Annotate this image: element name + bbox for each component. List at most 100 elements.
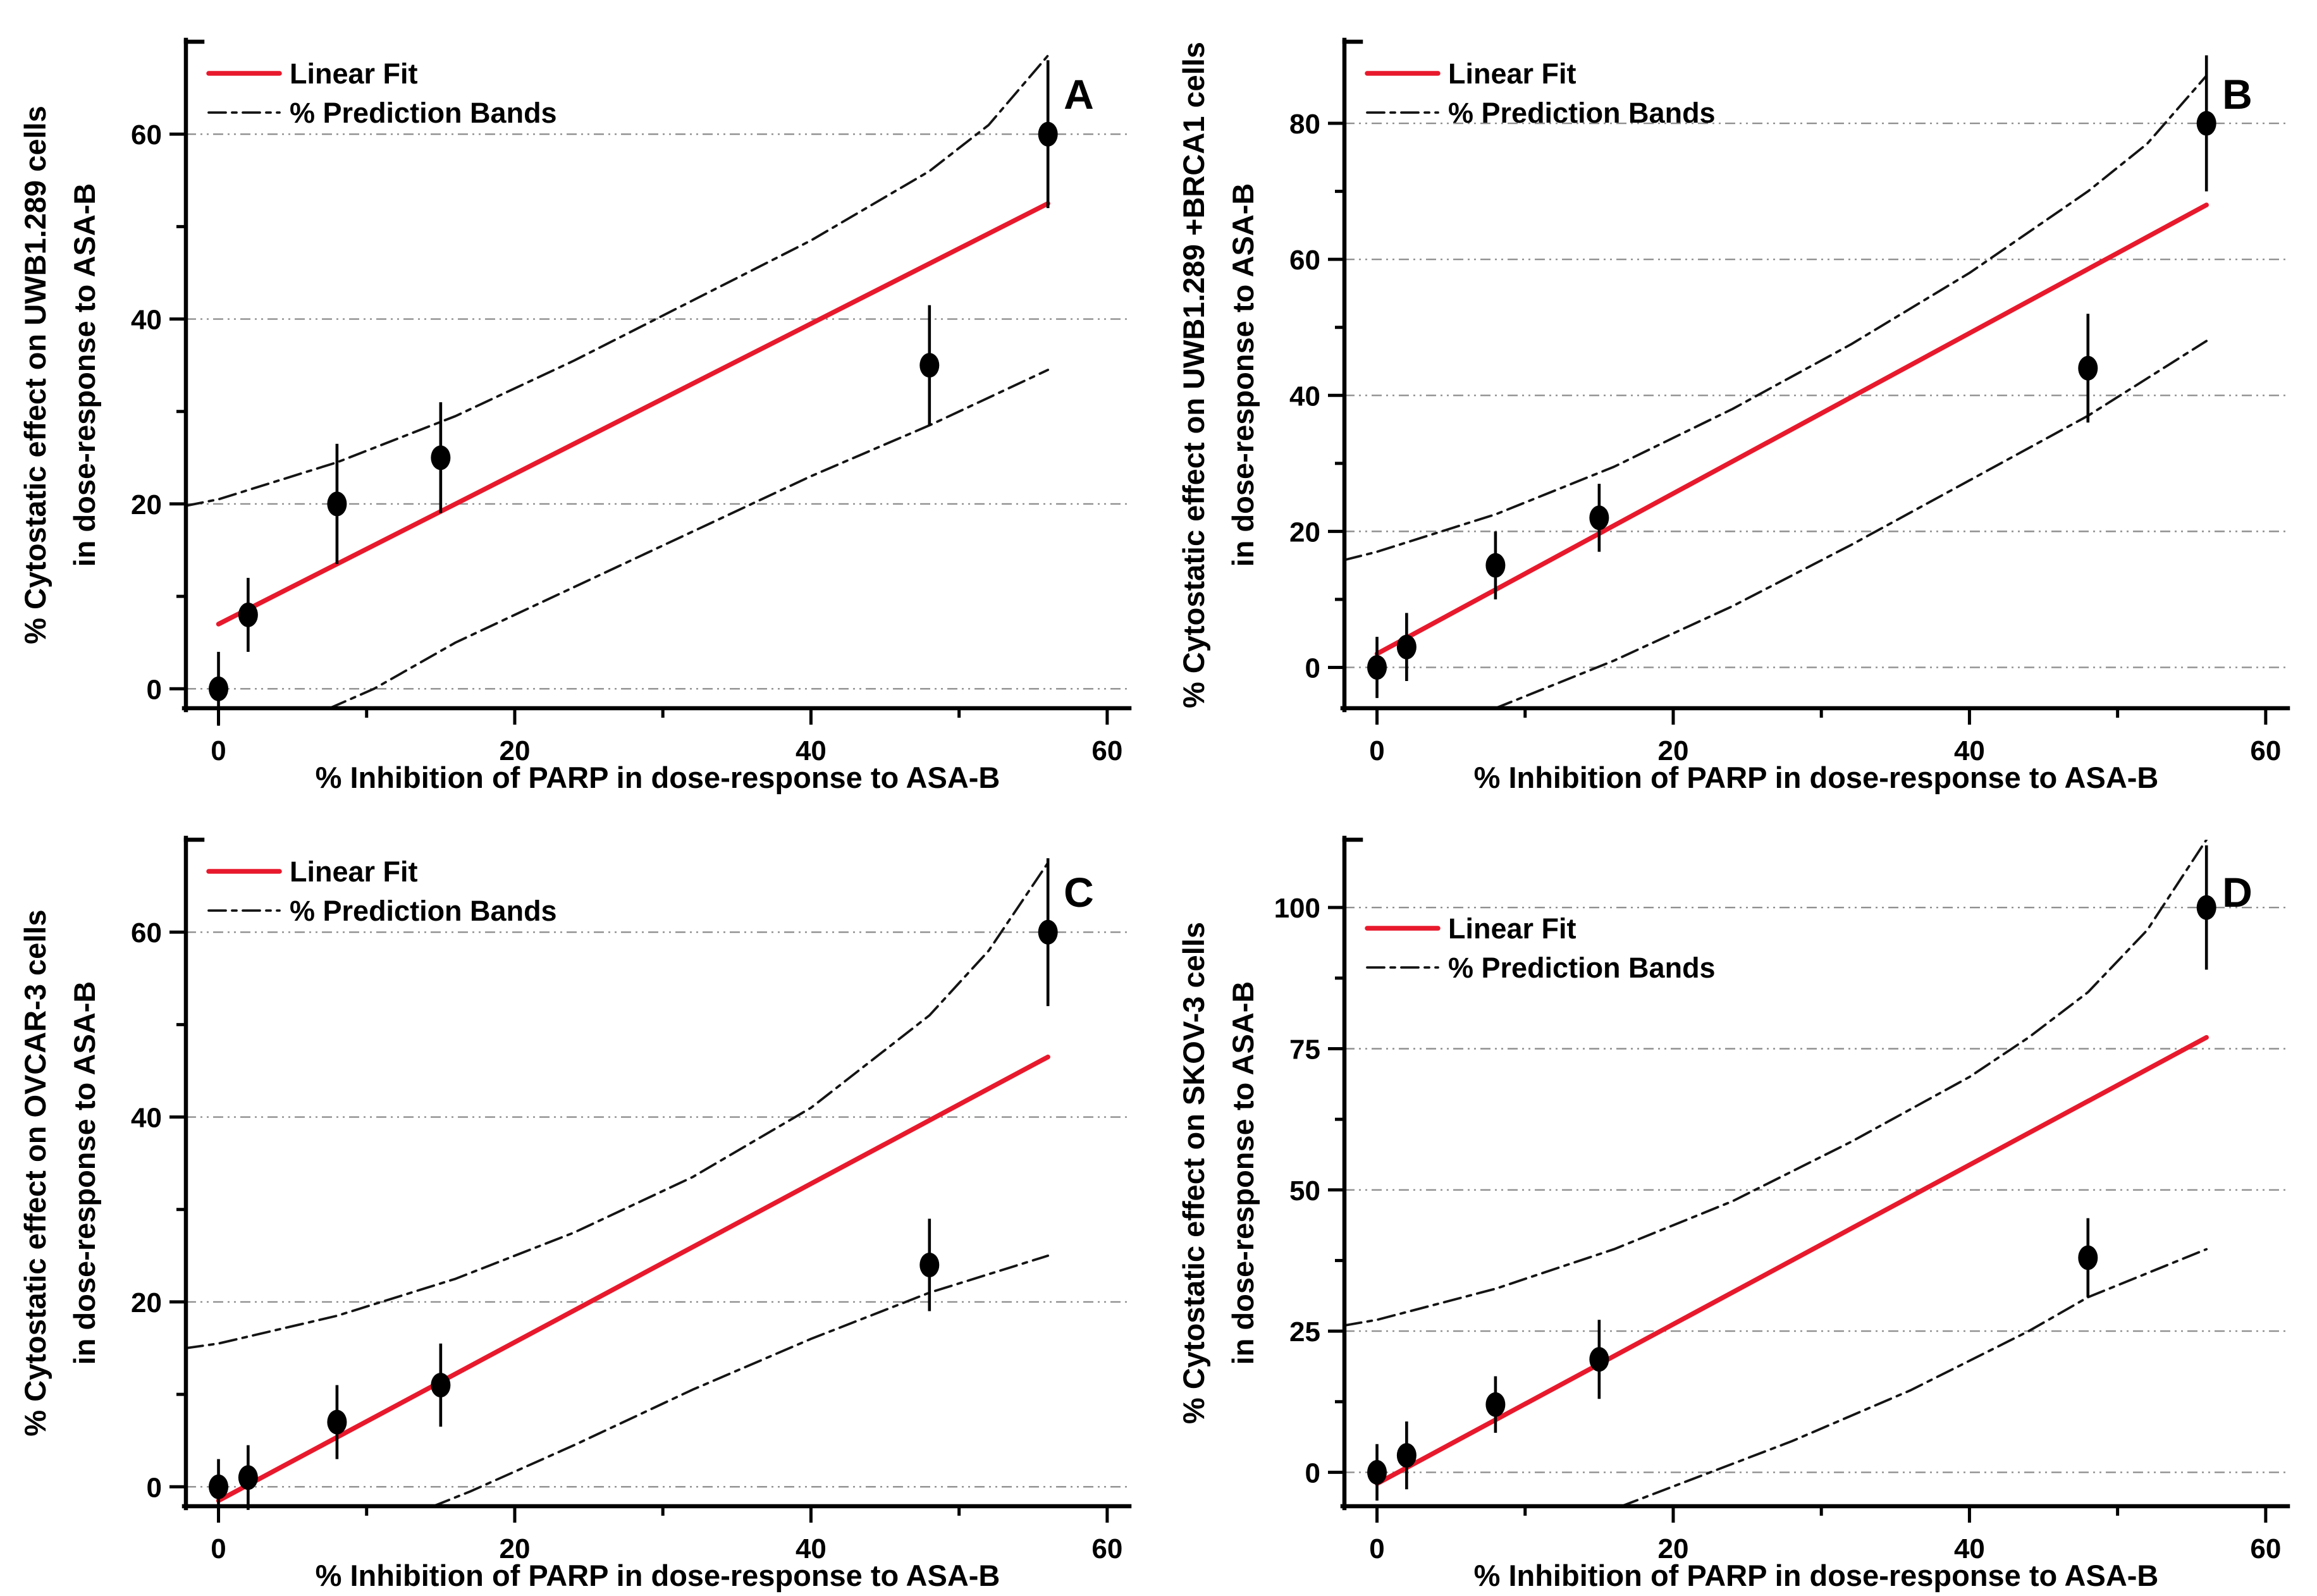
data-point bbox=[1367, 654, 1387, 680]
y-axis-label-line1: % Cytostatic effect on SKOV-3 cells bbox=[1177, 922, 1210, 1424]
data-point bbox=[1589, 505, 1609, 531]
data-point bbox=[431, 1372, 451, 1397]
data-point bbox=[1589, 1347, 1609, 1372]
panel-background bbox=[1158, 0, 2317, 798]
y-tick-label: 60 bbox=[131, 120, 162, 150]
data-point bbox=[1038, 919, 1058, 945]
y-axis-label-line2: in dose-response to ASA-B bbox=[68, 981, 101, 1365]
x-axis-label: % Inhibition of PARP in dose-response to… bbox=[316, 761, 1000, 794]
plot-area bbox=[1344, 840, 2209, 1506]
y-tick-label: 40 bbox=[131, 1103, 162, 1134]
data-point bbox=[431, 445, 451, 470]
y-tick-label: 60 bbox=[1289, 245, 1320, 276]
y-tick-label: 0 bbox=[147, 1472, 162, 1503]
x-tick-label: 20 bbox=[1657, 1533, 1688, 1564]
x-tick-label: 0 bbox=[1369, 1533, 1384, 1564]
panel-c: 0 20 40 60 0 20 40 60 % Inhibition of PARP in do… bbox=[0, 798, 1158, 1596]
x-axis-label: % Inhibition of PARP in dose-response to… bbox=[1474, 761, 2159, 794]
upper-prediction-band bbox=[1344, 840, 2208, 1327]
lower-prediction-band bbox=[1494, 340, 2208, 708]
legend-bands-label: % Prediction Bands bbox=[1448, 97, 1716, 129]
legend-fit-label: Linear Fit bbox=[290, 856, 418, 888]
chart-d-svg: 0 20 40 60 0 25 50 75 100 % Inhibition of PARP in… bbox=[1158, 798, 2317, 1596]
x-tick-label: 60 bbox=[1091, 1533, 1122, 1564]
plot-area bbox=[1344, 74, 2209, 708]
legend-bands-label: % Prediction Bands bbox=[290, 97, 557, 129]
y-axis-label-line1: % Cytostatic effect on OVCAR-3 cells bbox=[18, 909, 52, 1436]
panel-background bbox=[0, 798, 1158, 1596]
data-point bbox=[1396, 634, 1417, 660]
y-tick-label: 20 bbox=[131, 489, 162, 520]
y-axis-label-line1: % Cytostatic effect on UWB1.289 cells bbox=[18, 106, 52, 644]
legend-fit-label: Linear Fit bbox=[1448, 58, 1576, 90]
data-point bbox=[209, 676, 229, 701]
legend-fit-label: Linear Fit bbox=[1448, 912, 1576, 945]
y-tick-label: 100 bbox=[1274, 893, 1320, 924]
y-tick-label: 25 bbox=[1289, 1317, 1320, 1347]
x-tick-label: 40 bbox=[796, 1533, 827, 1564]
y-tick-label: 40 bbox=[131, 305, 162, 336]
x-tick-label: 20 bbox=[499, 1533, 530, 1564]
y-tick-label: 0 bbox=[147, 674, 162, 705]
y-axis-label-line2: in dose-response to ASA-B bbox=[1226, 981, 1260, 1365]
x-axis-label: % Inhibition of PARP in dose-response to… bbox=[1474, 1559, 2159, 1592]
data-point bbox=[1485, 1392, 1506, 1417]
y-tick-label: 60 bbox=[131, 918, 162, 948]
legend: Linear Fit % Prediction Bands bbox=[206, 856, 557, 927]
panel-a: 0 20 40 60 0 20 40 60 % Inhibition of PARP in do… bbox=[0, 0, 1158, 798]
legend: Linear Fit % Prediction Bands bbox=[1365, 58, 1716, 129]
data-point bbox=[919, 1252, 940, 1277]
linear-fit-line bbox=[1374, 202, 2209, 656]
panel-letter: C bbox=[1064, 869, 1094, 916]
data-point bbox=[2196, 895, 2216, 920]
legend: Linear Fit % Prediction Bands bbox=[206, 58, 557, 129]
x-tick-label: 60 bbox=[1091, 735, 1122, 766]
x-tick-label: 60 bbox=[2250, 1533, 2281, 1564]
x-tick-label: 0 bbox=[211, 1533, 226, 1564]
linear-fit-line bbox=[216, 1054, 1050, 1503]
chart-a-svg: 0 20 40 60 0 20 40 60 % Inhibition of PARP in do… bbox=[0, 0, 1158, 798]
chart-c-svg: 0 20 40 60 0 20 40 60 % Inhibition of PARP in do… bbox=[0, 798, 1158, 1596]
plot-area bbox=[186, 54, 1050, 708]
x-axis-label: % Inhibition of PARP in dose-response to… bbox=[316, 1559, 1000, 1592]
panel-background bbox=[1158, 798, 2317, 1596]
panel-b: 0 20 40 60 0 20 40 60 80 % Inhibition of PARP in … bbox=[1158, 0, 2317, 798]
data-point bbox=[1485, 553, 1506, 578]
y-tick-label: 0 bbox=[1305, 1458, 1320, 1489]
upper-prediction-band bbox=[186, 54, 1050, 507]
data-point bbox=[238, 1465, 258, 1490]
x-tick-label: 20 bbox=[1657, 735, 1688, 766]
linear-fit-line bbox=[216, 201, 1050, 627]
legend-fit-label: Linear Fit bbox=[290, 58, 418, 90]
panel-d: 0 20 40 60 0 25 50 75 100 % Inhibition of PARP in… bbox=[1158, 798, 2317, 1596]
data-point bbox=[209, 1474, 229, 1499]
x-tick-label: 40 bbox=[1954, 735, 1985, 766]
linear-fit-line bbox=[1374, 1034, 2209, 1487]
x-tick-label: 60 bbox=[2250, 735, 2281, 766]
data-point bbox=[2078, 1245, 2098, 1270]
x-tick-label: 40 bbox=[1954, 1533, 1985, 1564]
legend: Linear Fit % Prediction Bands bbox=[1365, 912, 1716, 984]
x-tick-label: 0 bbox=[1369, 735, 1384, 766]
y-tick-label: 80 bbox=[1289, 109, 1320, 140]
chart-b-svg: 0 20 40 60 0 20 40 60 80 % Inhibition of PARP in … bbox=[1158, 0, 2317, 798]
y-axis-label-line2: in dose-response to ASA-B bbox=[1226, 183, 1260, 567]
y-tick-label: 0 bbox=[1305, 653, 1320, 684]
upper-prediction-band bbox=[1344, 74, 2208, 562]
x-tick-label: 40 bbox=[796, 735, 827, 766]
data-point bbox=[2078, 355, 2098, 381]
data-point bbox=[327, 491, 347, 517]
y-tick-label: 75 bbox=[1289, 1034, 1320, 1065]
y-axis-label-line1: % Cytostatic effect on UWB1.289 +BRCA1 c… bbox=[1177, 42, 1210, 708]
data-point bbox=[919, 353, 940, 378]
lower-prediction-band bbox=[328, 369, 1050, 708]
legend-bands-label: % Prediction Bands bbox=[1448, 952, 1716, 984]
data-point bbox=[1396, 1443, 1417, 1468]
data-point bbox=[1367, 1459, 1387, 1485]
data-point bbox=[2196, 111, 2216, 136]
y-tick-label: 50 bbox=[1289, 1176, 1320, 1206]
y-tick-label: 20 bbox=[1289, 517, 1320, 548]
data-point bbox=[1038, 121, 1058, 147]
y-axis-label-line2: in dose-response to ASA-B bbox=[68, 183, 101, 567]
